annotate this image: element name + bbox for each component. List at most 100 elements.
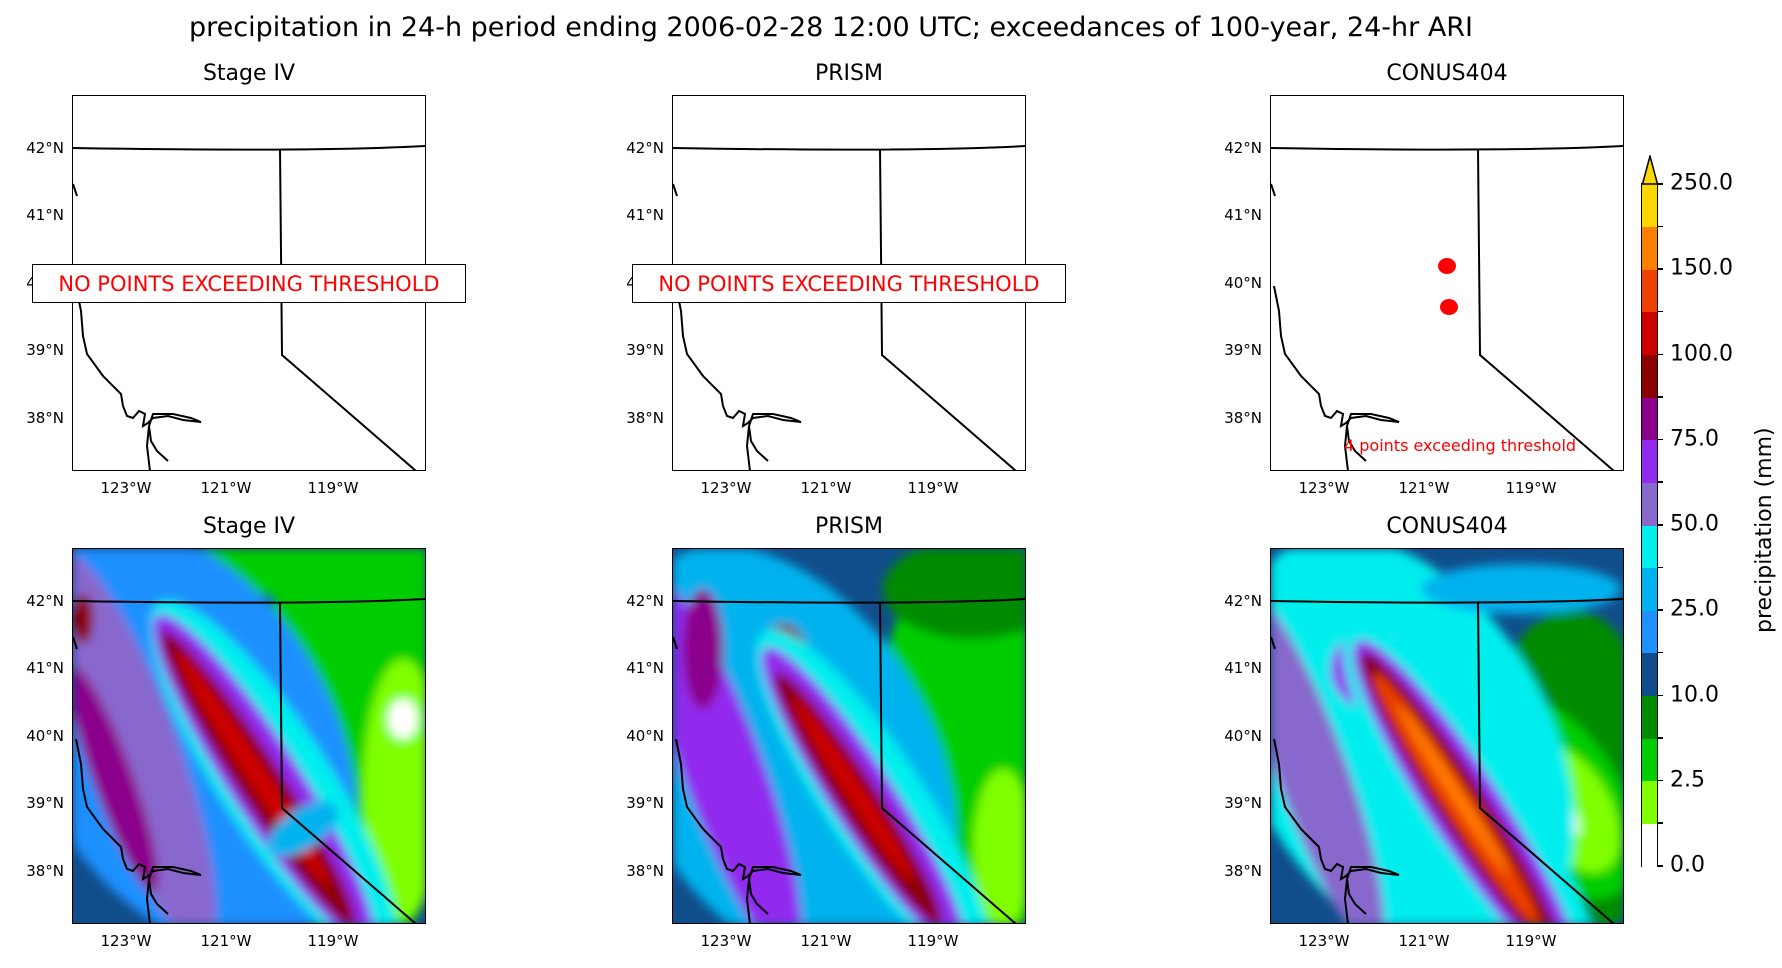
precip-map-1: PRISM 42°N 41°N 40°N 39°N 38°N 123°W 121°W 119°W [626, 514, 1026, 950]
lon-tick-label: 121°W [800, 932, 852, 950]
lat-tick-label: 42°N [26, 592, 64, 610]
lon-tick-label: 123°W [100, 479, 152, 497]
lat-tick-label: 39°N [26, 794, 64, 812]
coastline [73, 636, 202, 923]
colorbar-bin [1642, 269, 1657, 313]
colorbar-tick [1657, 651, 1663, 654]
lat-tick-label: 42°N [626, 139, 664, 157]
colorbar-bin [1642, 525, 1657, 569]
colorbar-tick [1657, 609, 1663, 611]
colorbar-bin [1642, 482, 1657, 526]
exceedance-map-2: CONUS404 42°N 41°N 40°N 39°N 38°N 123°W 121°W 11… [1224, 61, 1624, 497]
colorbar-tick [1657, 396, 1663, 398]
panel-title: PRISM [815, 514, 883, 539]
colorbar-tick [1657, 779, 1663, 782]
lat-tick-label: 38°N [26, 862, 64, 880]
exceedance-map-0: Stage IV42°N41°N40°N39°N38°N123°W121°W11… [26, 61, 466, 497]
lat-tick-label: 40°N [26, 727, 64, 745]
colorbar-bin [1642, 226, 1657, 270]
lat-tick-label: 40°N [1224, 727, 1262, 745]
lon-tick-label: 119°W [907, 932, 959, 950]
colorbar-tick [1657, 353, 1663, 355]
colorbar-bin [1642, 695, 1657, 739]
lat-tick-label: 41°N [626, 659, 664, 677]
lat-tick-label: 38°N [1224, 862, 1262, 880]
no-exceedance-message: NO POINTS EXCEEDING THRESHOLD [32, 264, 466, 303]
state-border [1271, 549, 1623, 923]
colorbar-bin [1642, 780, 1657, 824]
coastline [1271, 636, 1400, 923]
lat-tick-label: 41°N [26, 206, 64, 224]
lon-tick-label: 121°W [800, 479, 852, 497]
lat-tick-label: 41°N [626, 206, 664, 224]
lon-tick-label: 121°W [200, 932, 252, 950]
exceedance-point [1438, 258, 1456, 274]
colorbar-tick-label: 2.5 [1670, 767, 1705, 793]
precip-contour [973, 769, 1025, 923]
lat-tick-label: 38°N [626, 409, 664, 427]
colorbar-bin [1642, 311, 1657, 355]
map-frame [672, 548, 1026, 924]
lat-tick-label: 42°N [626, 592, 664, 610]
colorbar-tick [1657, 225, 1663, 228]
colorbar-bin [1642, 397, 1657, 441]
lon-tick-label: 123°W [1298, 479, 1350, 497]
lon-tick-label: 123°W [700, 479, 752, 497]
lon-tick-label: 121°W [200, 479, 252, 497]
precip-contour [73, 551, 217, 923]
state-border [73, 549, 425, 923]
precip-contour [73, 594, 93, 644]
precip-map-0: Stage IV 42°N 41°N 40°N 39°N 38°N 123°W 121°W 11… [26, 514, 426, 950]
colorbar-tick-label: 0.0 [1670, 852, 1705, 878]
panel-title: PRISM [815, 61, 883, 86]
colorbar-tick-label: 250.0 [1670, 170, 1733, 196]
colorbar [1641, 183, 1658, 867]
colorbar-tick [1657, 566, 1663, 569]
precip-map-2: CONUS404 42°N 41°N 40°N 39°N 38°N 123°W 121°W 11… [1224, 514, 1624, 950]
colorbar-bin [1642, 652, 1657, 696]
figure-title: precipitation in 24-h period ending 2006… [188, 12, 1474, 43]
colorbar-tick-label: 75.0 [1670, 426, 1719, 452]
precip-contour [883, 549, 1025, 639]
state-border [673, 549, 1025, 923]
lat-tick-label: 39°N [26, 341, 64, 359]
lat-tick-label: 42°N [1224, 139, 1262, 157]
precip-contour [388, 699, 418, 739]
colorbar-tick [1657, 694, 1663, 696]
colorbar-tick [1657, 481, 1663, 483]
colorbar-tick [1657, 268, 1663, 270]
colorbar-tick-label: 150.0 [1670, 255, 1733, 281]
lat-tick-label: 42°N [26, 139, 64, 157]
colorbar-tick [1657, 737, 1663, 739]
colorbar-tick [1657, 524, 1663, 526]
colorbar-bin [1642, 184, 1657, 228]
precip-contour [792, 696, 914, 882]
colorbar-tick [1657, 865, 1663, 867]
colorbar-bin [1642, 823, 1657, 867]
lon-tick-label: 119°W [907, 479, 959, 497]
lon-tick-label: 123°W [1298, 932, 1350, 950]
no-exceedance-message: NO POINTS EXCEEDING THRESHOLD [632, 264, 1066, 303]
map-frame [1270, 95, 1624, 471]
colorbar-extend-arrow [1641, 155, 1659, 185]
colorbar-tick-label: 25.0 [1670, 596, 1719, 622]
panel-title: Stage IV [202, 61, 296, 86]
lon-tick-label: 119°W [307, 479, 359, 497]
lon-tick-label: 119°W [307, 932, 359, 950]
precip-contour [1398, 705, 1508, 873]
coastline [673, 636, 802, 923]
exceedance-count-label: 4 points exceeding threshold [1344, 436, 1577, 455]
exceedance-map-1: PRISM42°N41°N40°N39°N38°N123°W121°W119°W… [626, 61, 1066, 497]
panel-title: Stage IV [202, 514, 296, 539]
colorbar-tick-label: 100.0 [1670, 341, 1733, 366]
lon-tick-label: 121°W [1398, 479, 1450, 497]
lat-tick-label: 39°N [626, 794, 664, 812]
lat-tick-label: 38°N [1224, 409, 1262, 427]
colorbar-bin [1642, 439, 1657, 483]
colorbar-tick-label: 10.0 [1670, 682, 1719, 707]
colorbar-bin [1642, 738, 1657, 782]
colorbar-tick [1657, 438, 1663, 441]
precip-contour [267, 801, 339, 857]
colorbar-bin [1642, 567, 1657, 611]
lon-tick-label: 119°W [1505, 932, 1557, 950]
